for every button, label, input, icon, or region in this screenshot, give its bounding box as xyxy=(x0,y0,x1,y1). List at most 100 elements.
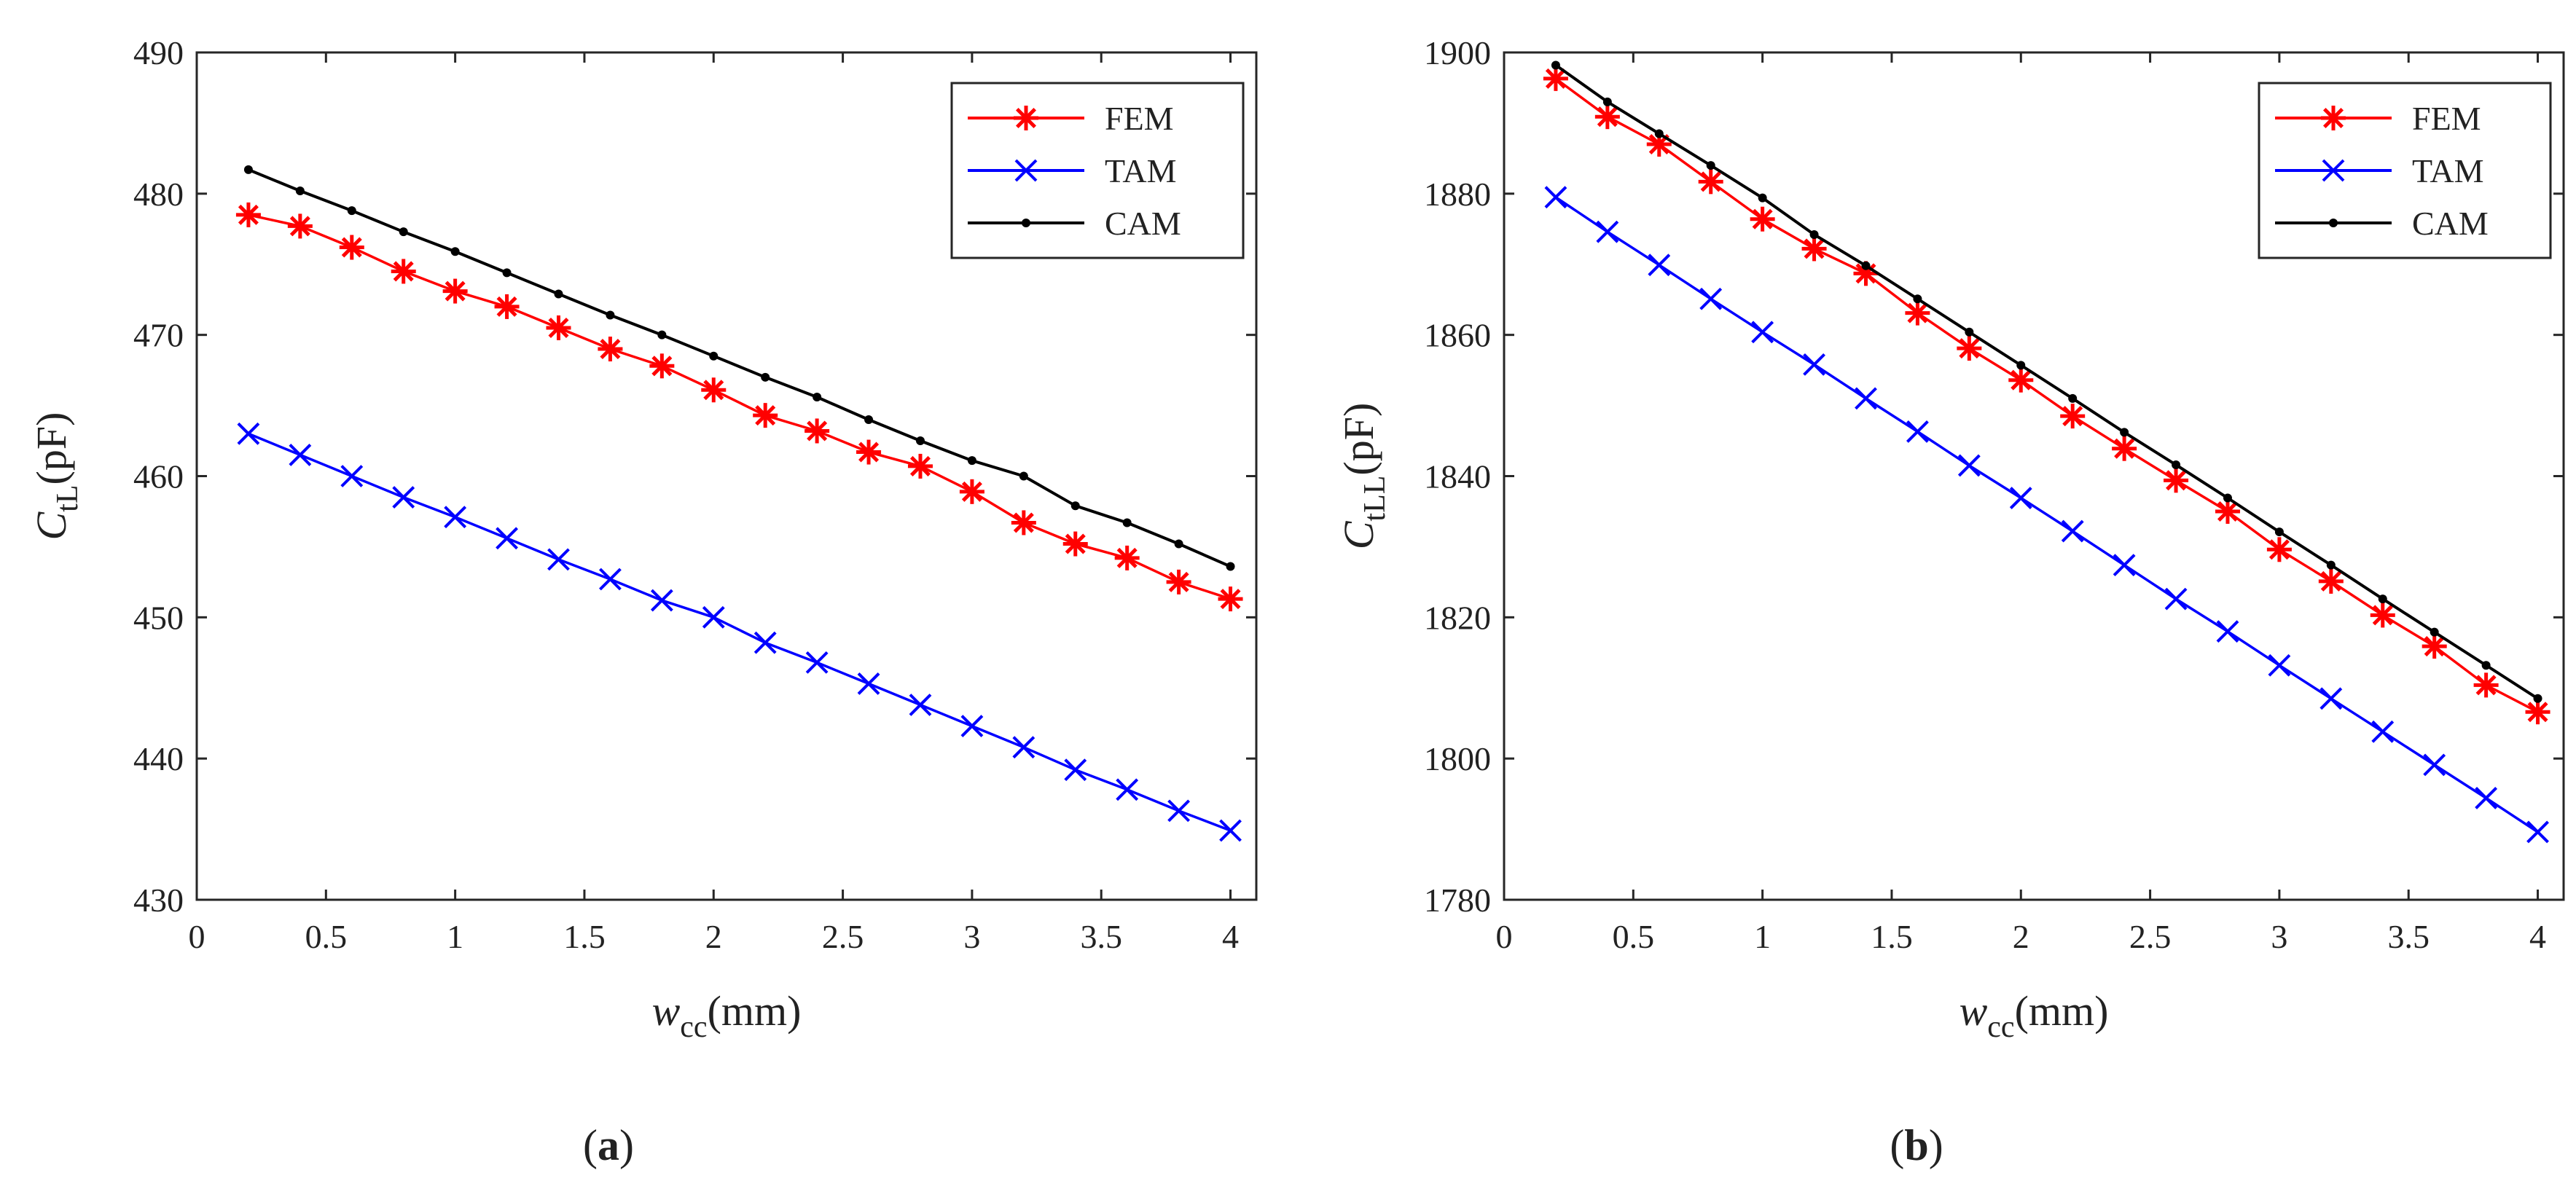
data-point-fem xyxy=(1698,169,1723,195)
data-point-fem-stroke xyxy=(1907,302,1928,323)
data-point-fem xyxy=(1750,206,1775,232)
y-tick-label: 490 xyxy=(133,34,184,71)
data-point-tam xyxy=(1648,254,1671,277)
data-point-cam-dot xyxy=(295,186,305,195)
data-point-tam-stroke xyxy=(340,465,364,487)
data-point-tam xyxy=(496,527,518,550)
x-tick-label: 1.5 xyxy=(1871,918,1913,955)
data-point-tam xyxy=(2319,687,2343,710)
data-point-cam xyxy=(967,456,976,466)
data-point-fem-stroke xyxy=(2062,406,2083,427)
data-point-fem xyxy=(339,235,364,260)
y-axis-label-subscript: tLL xyxy=(1358,476,1392,522)
y-tick-label: 1880 xyxy=(1424,176,1491,213)
data-point-tam-stroke xyxy=(2113,554,2136,577)
data-point-tam xyxy=(1596,220,1619,243)
data-point-tam-stroke xyxy=(857,672,880,695)
data-point-fem-stroke xyxy=(1545,68,1566,89)
x-tick-label: 2.5 xyxy=(2129,918,2172,955)
data-point-tam-stroke xyxy=(960,715,984,737)
data-point-cam-dot xyxy=(1809,230,1819,240)
y-tick-label: 1780 xyxy=(1424,882,1491,919)
legend-marker-cam-dot xyxy=(2329,219,2338,227)
data-point-fem xyxy=(1062,531,1088,557)
data-point-fem xyxy=(287,213,313,239)
data-point-cam-dot xyxy=(2172,460,2181,469)
legend-marker-fem xyxy=(1014,106,1038,130)
data-point-fem-stroke xyxy=(2217,501,2238,522)
caption-letter: a xyxy=(598,1121,619,1169)
data-point-tam-stroke xyxy=(1167,799,1191,823)
data-point-tam-stroke xyxy=(1751,321,1774,344)
data-point-cam xyxy=(1758,193,1767,203)
legend-item-tam: TAM xyxy=(968,152,1177,189)
data-point-tam xyxy=(237,422,260,445)
y-tick-label: 1840 xyxy=(1424,458,1491,495)
data-point-cam-dot xyxy=(915,436,925,446)
data-point-fem xyxy=(442,278,468,304)
data-point-tam-stroke xyxy=(547,548,570,571)
data-point-tam xyxy=(702,605,725,629)
data-point-fem xyxy=(546,315,571,340)
data-point-cam-dot xyxy=(1913,294,1922,304)
legend-marker-fem-stroke xyxy=(1015,107,1037,129)
data-point-fem xyxy=(1543,66,1568,91)
data-point-tam xyxy=(960,715,984,737)
data-point-tam xyxy=(2423,753,2446,777)
data-point-tam xyxy=(2009,487,2032,509)
data-point-tam-stroke xyxy=(2371,720,2395,743)
data-point-fem-stroke xyxy=(1855,263,1876,284)
data-point-tam-stroke xyxy=(1116,778,1139,801)
legend-marker-tam xyxy=(2322,159,2345,182)
y-tick-label: 470 xyxy=(133,317,184,354)
x-axis-label: wcc(mm) xyxy=(1960,987,2109,1044)
y-axis-label-main: C xyxy=(28,511,75,540)
data-point-fem xyxy=(2112,436,2137,461)
data-point-cam xyxy=(2481,661,2491,670)
data-point-fem xyxy=(2422,634,2447,659)
data-point-tam-stroke xyxy=(2423,753,2446,777)
x-axis-label-unit: (mm) xyxy=(708,987,802,1035)
data-point-cam-dot xyxy=(554,289,563,299)
data-point-tam xyxy=(289,444,312,466)
y-tick-label: 1820 xyxy=(1424,599,1491,636)
data-point-tam xyxy=(444,506,467,529)
data-point-cam xyxy=(2326,560,2336,570)
x-tick-label: 2.5 xyxy=(822,918,864,955)
data-point-cam-dot xyxy=(2430,627,2439,637)
legend-marker-tam-stroke xyxy=(1014,159,1038,182)
data-point-cam-dot xyxy=(347,206,356,216)
y-tick-label: 1860 xyxy=(1424,317,1491,354)
y-axis-label: CtLL(pF) xyxy=(1335,403,1392,550)
data-point-fem xyxy=(907,453,933,479)
x-tick-label: 0 xyxy=(1496,918,1513,955)
data-point-fem-stroke xyxy=(2166,470,2187,491)
data-point-fem xyxy=(2215,498,2240,524)
x-tick-label: 1 xyxy=(1754,918,1771,955)
data-point-fem-stroke xyxy=(2320,570,2341,592)
data-point-tam xyxy=(2371,720,2395,743)
data-point-fem-stroke xyxy=(1804,238,1825,259)
data-point-fem-stroke xyxy=(651,356,673,377)
data-point-tam xyxy=(2061,519,2084,543)
x-tick-label: 3 xyxy=(963,918,980,955)
data-point-cam-dot xyxy=(2016,361,2026,370)
data-point-fem xyxy=(2060,404,2086,429)
y-axis-label: CtL(pF) xyxy=(28,412,85,541)
legend-label-fem: FEM xyxy=(1105,100,1174,137)
data-point-fem-stroke xyxy=(1700,171,1721,192)
data-point-tam xyxy=(2216,620,2239,643)
panel-caption: (b) xyxy=(1890,1121,1943,1169)
data-point-fem xyxy=(2164,468,2189,493)
data-point-fem-stroke xyxy=(2011,369,2032,391)
data-point-fem xyxy=(2318,568,2344,594)
data-point-fem-stroke xyxy=(807,420,828,441)
data-point-tam-stroke xyxy=(444,506,467,529)
data-point-cam xyxy=(1551,60,1560,70)
data-point-cam-dot xyxy=(1861,261,1871,270)
caption-letter: b xyxy=(1904,1121,1928,1169)
data-point-cam-dot xyxy=(864,415,874,424)
data-point-fem-stroke xyxy=(1752,208,1773,229)
x-tick-label: 2 xyxy=(2013,918,2029,955)
x-axis-label-main: w xyxy=(652,987,681,1035)
